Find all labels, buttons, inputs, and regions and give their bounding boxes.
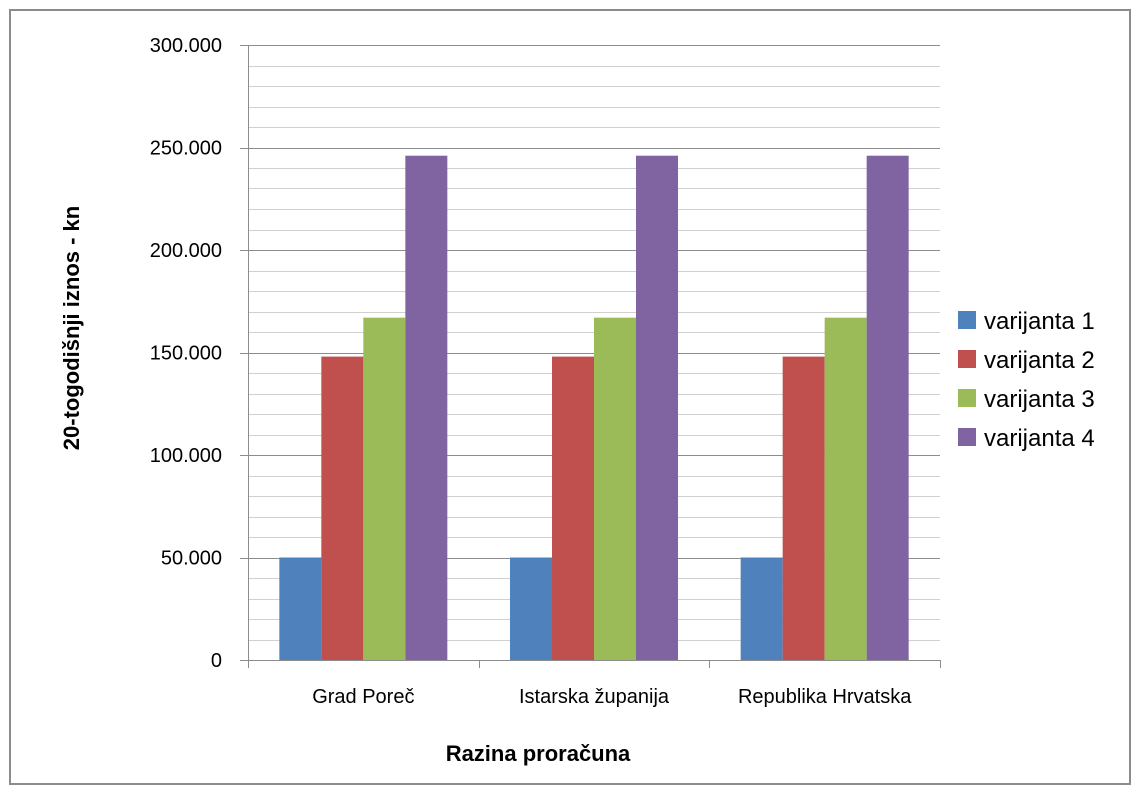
bar-varijanta-3-1 bbox=[594, 318, 636, 660]
y-tick-label: 150.000 bbox=[150, 343, 222, 365]
x-tick-label: Republika Hrvatska bbox=[738, 686, 912, 708]
legend-label: varijanta 4 bbox=[984, 425, 1095, 452]
bar-varijanta-1-1 bbox=[510, 558, 552, 661]
y-axis-title: 20-togodišnji iznos - kn bbox=[59, 206, 84, 450]
bar-varijanta-2-0 bbox=[321, 357, 363, 660]
legend-swatch bbox=[958, 350, 976, 368]
bar-varijanta-1-2 bbox=[741, 558, 783, 661]
bar-varijanta-2-2 bbox=[783, 357, 825, 660]
bar-varijanta-3-0 bbox=[363, 318, 405, 660]
x-axis-title: Razina proračuna bbox=[446, 741, 631, 766]
y-tick-label: 100.000 bbox=[150, 445, 222, 467]
y-tick-label: 300.000 bbox=[150, 35, 222, 57]
bar-varijanta-1-0 bbox=[279, 558, 321, 661]
y-tick-label: 250.000 bbox=[150, 138, 222, 160]
bar-varijanta-4-1 bbox=[636, 156, 678, 660]
bar-varijanta-2-1 bbox=[552, 357, 594, 660]
y-tick-label: 200.000 bbox=[150, 240, 222, 262]
legend-swatch bbox=[958, 311, 976, 329]
y-tick-label: 50.000 bbox=[161, 548, 222, 570]
legend: varijanta 1 varijanta 2 varijanta 3 varijan… bbox=[958, 308, 1095, 452]
legend-label: varijanta 1 bbox=[984, 308, 1095, 335]
bar-varijanta-4-2 bbox=[867, 156, 909, 660]
x-tick-label: Grad Poreč bbox=[312, 686, 414, 708]
bars bbox=[279, 156, 908, 660]
y-tick-labels: 0 50.000 100.000 150.000 200.000 250.000 300.0… bbox=[150, 35, 222, 672]
legend-label: varijanta 3 bbox=[984, 386, 1095, 413]
x-tick-labels: Grad Poreč Istarska županija Republika Hrv… bbox=[312, 686, 912, 708]
legend-swatch bbox=[958, 389, 976, 407]
y-tick-label: 0 bbox=[211, 650, 222, 672]
bar-varijanta-4-0 bbox=[405, 156, 447, 660]
legend-label: varijanta 2 bbox=[984, 347, 1095, 374]
x-tick-label: Istarska županija bbox=[519, 686, 670, 708]
legend-swatch bbox=[958, 428, 976, 446]
bar-varijanta-3-2 bbox=[825, 318, 867, 660]
